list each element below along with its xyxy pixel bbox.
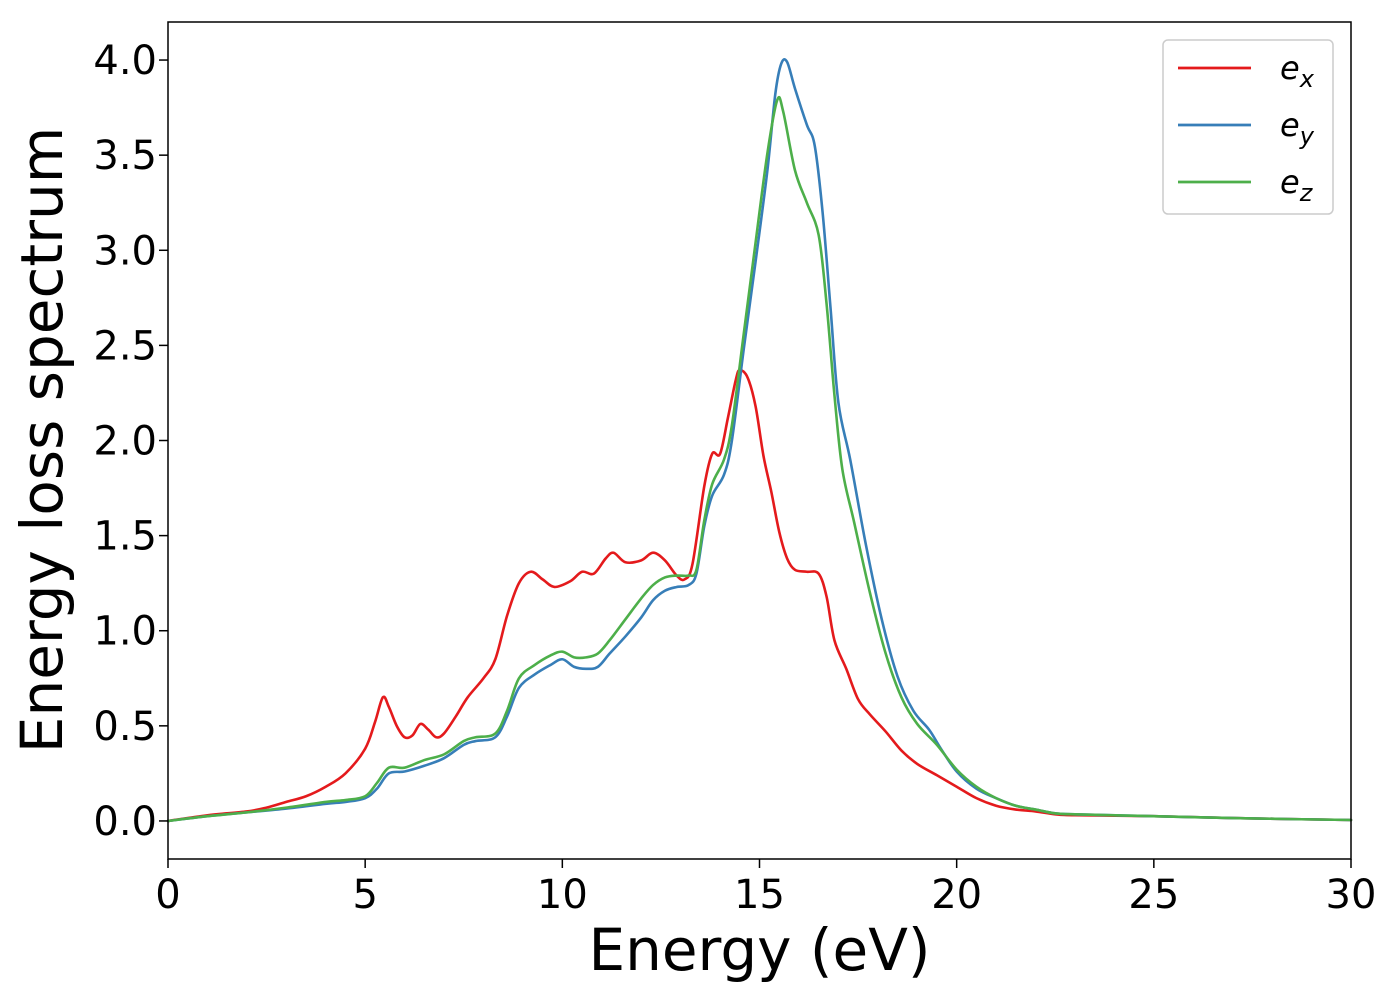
series-line-e_x [166,368,1353,823]
y-tick-label: 0.0 [93,799,157,845]
x-axis-title: Energy (eV) [588,916,930,984]
y-tick-label: 3.5 [93,133,157,179]
y-tick-label: 0.5 [93,704,157,750]
series-line-e_y [166,58,1353,823]
y-tick-label: 1.5 [93,514,157,560]
legend-label-e_z: ez [1280,163,1314,207]
y-axis: 0.0 0.5 1.0 1.5 2.0 2.5 3.0 3.5 4.0 [93,38,168,845]
x-tick-label: 5 [352,872,377,918]
y-axis-title: Energy loss spectrum [8,127,76,753]
legend-label-e_y: ey [1280,106,1315,150]
legend-label-e_x: ex [1280,49,1315,93]
y-tick-label: 2.0 [93,419,157,465]
x-tick-label: 25 [1128,872,1179,918]
y-tick-label: 2.5 [93,323,157,369]
series-lines [166,58,1353,823]
x-tick-label: 20 [931,872,982,918]
y-tick-label: 3.0 [93,228,157,274]
x-tick-label: 15 [734,872,785,918]
y-tick-label: 4.0 [93,38,157,84]
x-tick-label: 10 [537,872,588,918]
x-tick-label: 30 [1326,872,1377,918]
x-tick-label: 0 [155,872,180,918]
legend-frame [1162,39,1334,215]
legend: ex ey ez [1162,39,1334,215]
y-tick-label: 1.0 [93,609,157,655]
series-line-e_z [166,95,1353,823]
x-axis: 0 5 10 15 20 25 30 [155,859,1376,918]
